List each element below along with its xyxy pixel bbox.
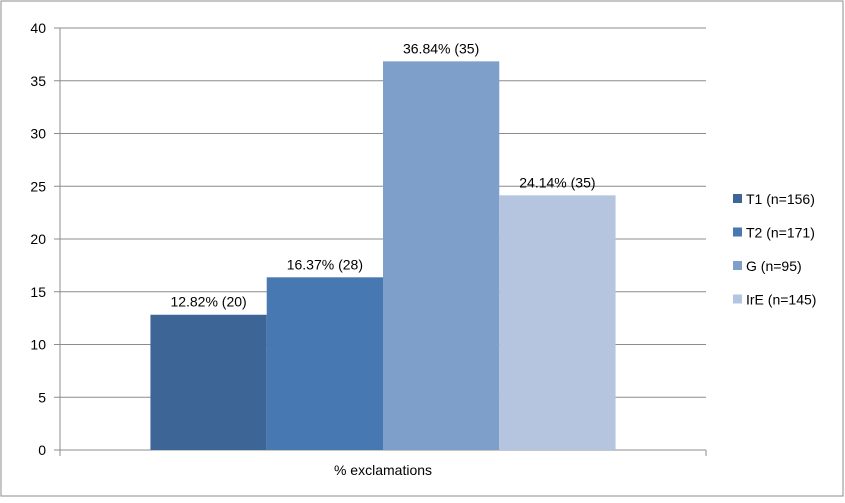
legend: T1 (n=156) T2 (n=171) G (n=95) IrE (n=145)	[733, 191, 816, 308]
legend-label: G (n=95)	[746, 258, 802, 274]
bars	[150, 61, 616, 450]
y-tick-label: 25	[30, 178, 46, 194]
bar-t1	[150, 314, 267, 450]
legend-label: T2 (n=171)	[746, 225, 815, 241]
y-tick-label: 30	[30, 126, 46, 142]
data-labels: 12.82% (20) 16.37% (28) 36.84% (35) 24.14% …	[170, 40, 595, 309]
legend-label: IrE (n=145)	[746, 292, 816, 308]
y-tick-label: 15	[30, 284, 46, 300]
legend-swatch	[733, 227, 742, 237]
bar-t2	[266, 277, 383, 450]
legend-label: T1 (n=156)	[746, 191, 815, 207]
y-tick-label: 40	[30, 20, 46, 36]
data-label: 36.84% (35)	[403, 40, 479, 56]
legend-swatch	[733, 261, 742, 270]
data-label: 12.82% (20)	[170, 294, 246, 310]
y-tick-label: 35	[30, 73, 46, 89]
bar-ire	[499, 195, 616, 450]
bar-g	[383, 61, 500, 450]
y-tick-label: 20	[30, 231, 46, 247]
legend-swatch	[733, 294, 742, 304]
x-category-label: % exclamations	[334, 462, 432, 478]
legend-swatch	[733, 194, 742, 203]
y-tick-label: 5	[38, 389, 46, 405]
data-label: 24.14% (35)	[519, 174, 595, 190]
y-tick-label: 10	[30, 337, 46, 353]
data-label: 16.37% (28)	[287, 256, 363, 272]
y-tick-label: 0	[38, 442, 46, 458]
